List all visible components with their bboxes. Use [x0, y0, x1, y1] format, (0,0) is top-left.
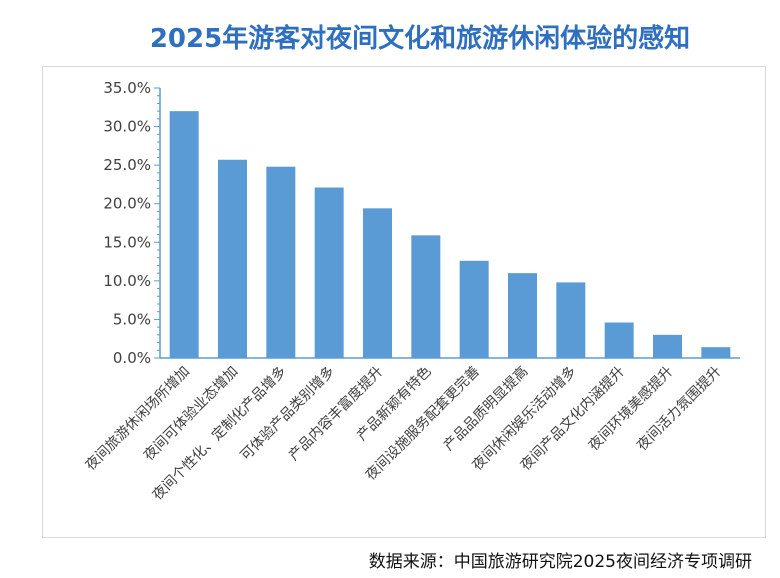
bar — [508, 273, 537, 358]
category-label: 产品品质明显提高 — [440, 363, 531, 454]
category-label: 夜间环境美感提升 — [585, 363, 676, 454]
y-tick-label: 35.0% — [103, 79, 151, 97]
y-tick-label: 0.0% — [113, 349, 151, 367]
bar — [653, 334, 682, 358]
category-label: 夜间可体验业态增加 — [141, 364, 241, 464]
bar — [459, 260, 489, 358]
category-label: 夜间活力氛围提升 — [634, 364, 725, 455]
bar — [314, 187, 344, 358]
bar — [266, 166, 296, 358]
bar — [169, 111, 199, 359]
source-note: 数据来源：中国旅游研究院2025夜间经济专项调研 — [368, 552, 752, 572]
category-label: 产品内容丰富度提升 — [285, 363, 386, 464]
bar — [218, 159, 247, 358]
bar — [363, 208, 392, 358]
bar — [556, 282, 586, 358]
bar — [411, 235, 441, 358]
plot-frame — [42, 66, 766, 538]
chart-title: 2025年游客对夜间文化和旅游休闲体验的感知 — [149, 24, 691, 54]
y-tick-label: 15.0% — [103, 233, 151, 251]
y-tick-label: 30.0% — [103, 118, 151, 136]
y-tick-label: 25.0% — [103, 156, 151, 174]
category-label: 可体验产品类别增多 — [237, 363, 338, 464]
y-tick-label: 20.0% — [103, 195, 151, 213]
y-tick-label: 5.0% — [113, 310, 151, 328]
bar — [701, 347, 731, 358]
y-tick-label: 10.0% — [103, 272, 151, 290]
bar — [604, 322, 634, 358]
